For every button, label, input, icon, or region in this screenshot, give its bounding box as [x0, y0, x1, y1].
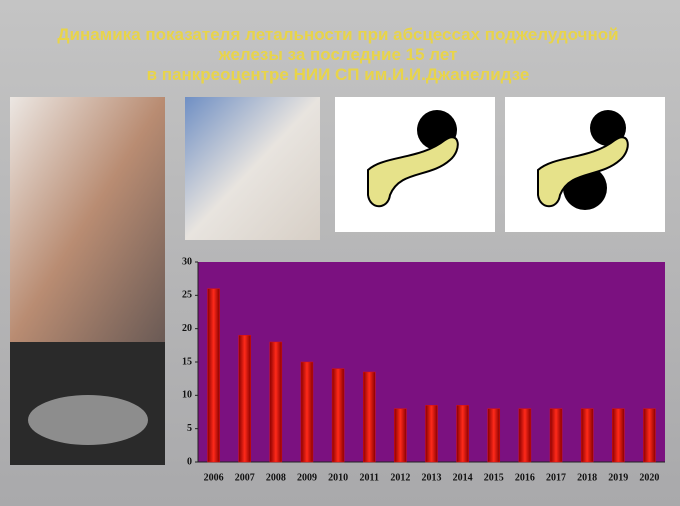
bar: [456, 405, 469, 463]
x-tick-label: 2019: [608, 472, 628, 483]
x-tick-label: 2010: [328, 472, 348, 483]
diagram-2: [505, 97, 665, 232]
bar: [300, 361, 314, 463]
bar: [394, 408, 407, 463]
x-tick-label: 2020: [639, 472, 659, 483]
photo-procedure: [10, 97, 165, 342]
title-line: Динамика показателя летальности при абсц…: [57, 25, 618, 44]
x-tick-label: 2018: [577, 472, 597, 483]
x-tick-label: 2016: [515, 472, 535, 483]
title-line: железы за последние 15 лет: [218, 45, 458, 64]
x-tick-label: 2007: [235, 472, 255, 483]
bar: [362, 371, 376, 463]
x-tick-label: 2009: [297, 472, 317, 483]
x-tick-label: 2015: [484, 472, 504, 483]
photo-drainage: [185, 97, 320, 240]
bar: [612, 408, 625, 463]
x-tick-label: 2011: [360, 472, 379, 483]
x-tick-label: 2012: [390, 472, 410, 483]
y-tick-label: 30: [182, 256, 192, 267]
bar: [269, 341, 283, 463]
y-tick-label: 20: [182, 323, 192, 334]
bar: [549, 408, 563, 463]
x-tick-label: 2008: [266, 472, 286, 483]
y-tick-label: 10: [182, 390, 192, 401]
bar: [518, 408, 532, 463]
x-tick-label: 2017: [546, 472, 566, 483]
y-tick-label: 0: [187, 456, 192, 467]
bar: [487, 408, 501, 463]
y-tick-label: 25: [182, 290, 192, 301]
pancreas: [537, 136, 629, 208]
ultrasound-image: [28, 395, 148, 445]
y-tick-label: 15: [182, 356, 192, 367]
title: Динамика показателя летальности при абсц…: [57, 25, 618, 84]
x-tick-label: 2014: [453, 472, 473, 483]
bar: [643, 408, 656, 463]
x-tick-label: 2013: [422, 472, 442, 483]
abscess: [590, 110, 626, 146]
bar: [207, 288, 220, 463]
x-tick-label: 2006: [204, 472, 224, 483]
y-tick-label: 5: [187, 423, 192, 434]
bar: [580, 408, 594, 463]
pancreas: [367, 136, 459, 208]
bar: [331, 368, 345, 463]
diagram-1: [335, 97, 495, 232]
bar: [425, 405, 438, 463]
bar: [238, 335, 251, 463]
title-line: в панкреоцентре НИИ СП им.И.И.Джанелидзе: [147, 65, 530, 84]
